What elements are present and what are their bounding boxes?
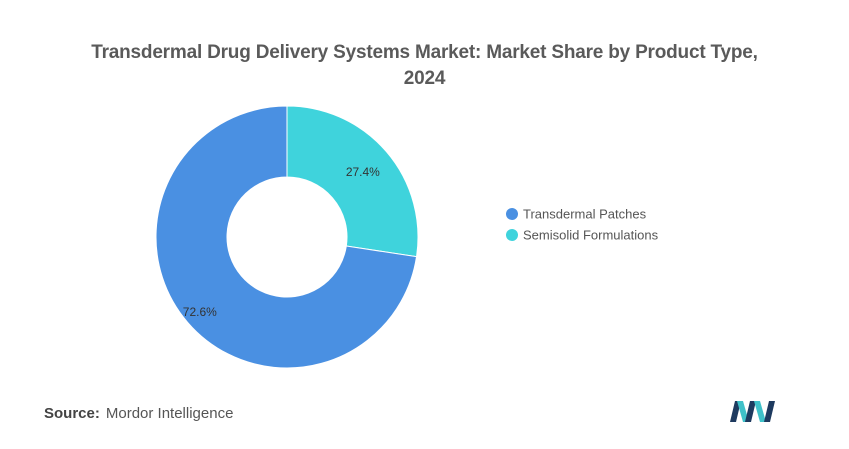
chart-title-line-1: Transdermal Drug Delivery Systems Market… xyxy=(91,42,758,63)
legend-marker xyxy=(506,229,518,241)
slice-value-label: 27.4% xyxy=(346,165,380,179)
source-label: Source: xyxy=(44,405,100,422)
donut-slice-transdermal-patches xyxy=(155,105,418,369)
source-note: Source: Mordor Intelligence xyxy=(44,405,233,422)
logo-shape-3 xyxy=(745,401,756,422)
logo-shape-5 xyxy=(764,401,775,422)
mordor-intelligence-logo-icon xyxy=(730,401,775,422)
chart-title-line-2: 2024 xyxy=(403,68,446,89)
legend-marker xyxy=(506,208,518,220)
source-value: Mordor Intelligence xyxy=(105,405,234,422)
slice-value-label: 72.6% xyxy=(183,305,217,319)
logo-shape-1 xyxy=(730,401,741,422)
legend-label: Transdermal Patches xyxy=(523,207,647,222)
legend-label: Semisolid Formulations xyxy=(523,228,659,243)
chart-title: Transdermal Drug Delivery Systems Market… xyxy=(0,40,849,92)
donut-slice-semisolid-formulations xyxy=(286,105,419,258)
logo-shape-4 xyxy=(754,401,766,422)
logo-shape-2 xyxy=(737,401,749,422)
